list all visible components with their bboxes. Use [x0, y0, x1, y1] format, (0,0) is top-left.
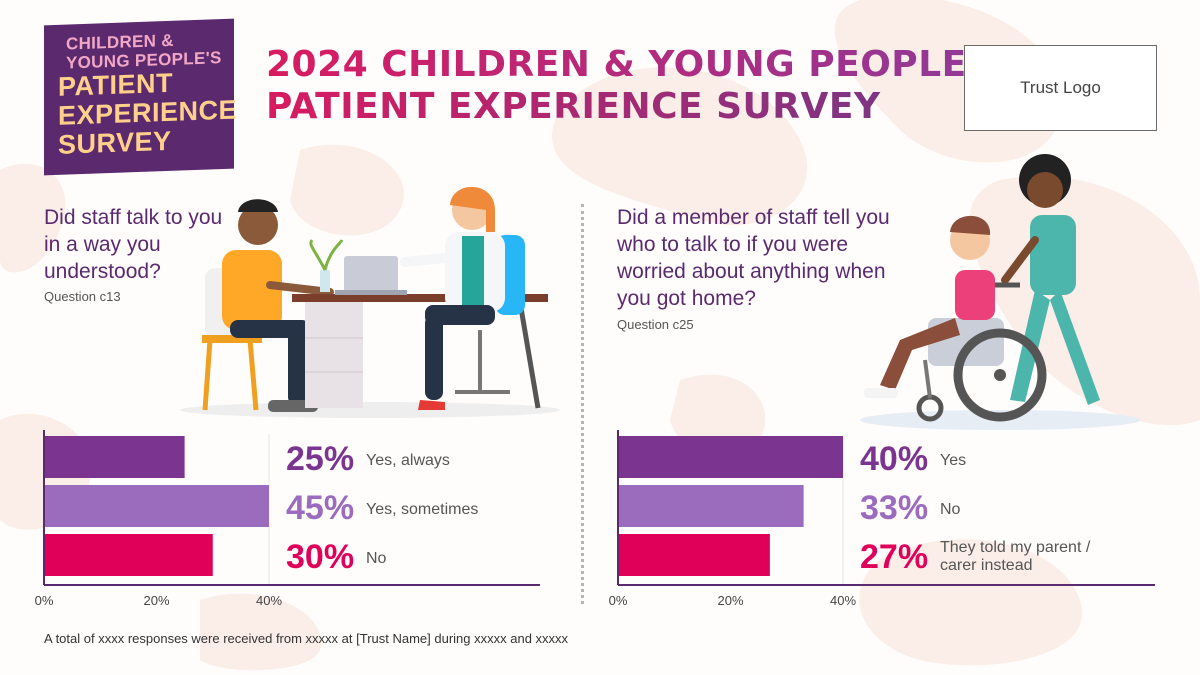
left-x-tick-2: 20% [143, 593, 169, 608]
right-bar-chart: 40% Yes 33% No 27% They told my parent / carer… [609, 430, 1155, 608]
right-value-label-3: 27% [860, 538, 928, 576]
left-value-label-1: 25% [286, 440, 354, 478]
right-x-tick-2: 20% [717, 593, 743, 608]
left-x-tick-1: 0% [35, 593, 54, 608]
left-question-code: Question c13 [44, 289, 121, 304]
right-value-label-2: 33% [860, 489, 928, 527]
right-category-label-3: They told my parent / carer instead [940, 539, 1091, 574]
page-title-line-1: 2024 CHILDREN & YOUNG PEOPLE'S [266, 44, 1005, 85]
left-bar-chart: 25% Yes, always 45% Yes, sometimes 30% No 0% 20… [35, 430, 540, 608]
right-category-label-2: No [940, 501, 961, 518]
right-x-tick-3: 40% [830, 593, 856, 608]
right-bar-3 [618, 534, 770, 576]
page-title: 2024 CHILDREN & YOUNG PEOPLE'S PATIENT E… [266, 44, 1005, 128]
left-category-label-2: Yes, sometimes [366, 501, 478, 518]
right-category-label-1: Yes [940, 452, 966, 469]
right-bar-2 [618, 485, 804, 527]
right-bar-1 [618, 436, 843, 478]
left-value-label-3: 30% [286, 538, 354, 576]
left-category-label-1: Yes, always [366, 452, 450, 469]
page-title-line-2: PATIENT EXPERIENCE SURVEY [266, 86, 1005, 128]
left-bar-3 [44, 534, 213, 576]
wheelchair-nurse-illustration [860, 154, 1140, 430]
left-value-label-2: 45% [286, 489, 354, 527]
right-x-tick-1: 0% [609, 593, 628, 608]
left-question: Did staff talk to you in a way you under… [44, 206, 223, 283]
trust-logo-placeholder: Trust Logo [964, 45, 1157, 131]
right-value-label-1: 40% [860, 440, 928, 478]
left-bar-2 [44, 485, 269, 527]
doctor-consultation-illustration [180, 186, 560, 418]
footer-note: A total of xxxx responses were received … [44, 631, 569, 646]
left-bar-1 [44, 436, 185, 478]
left-x-tick-3: 40% [256, 593, 282, 608]
trust-logo-text: Trust Logo [1020, 78, 1101, 97]
right-question: Did a member of staff tell you who to ta… [617, 206, 890, 310]
right-question-code: Question c25 [617, 317, 694, 332]
left-category-label-3: No [366, 550, 387, 567]
panel-divider [581, 204, 584, 604]
